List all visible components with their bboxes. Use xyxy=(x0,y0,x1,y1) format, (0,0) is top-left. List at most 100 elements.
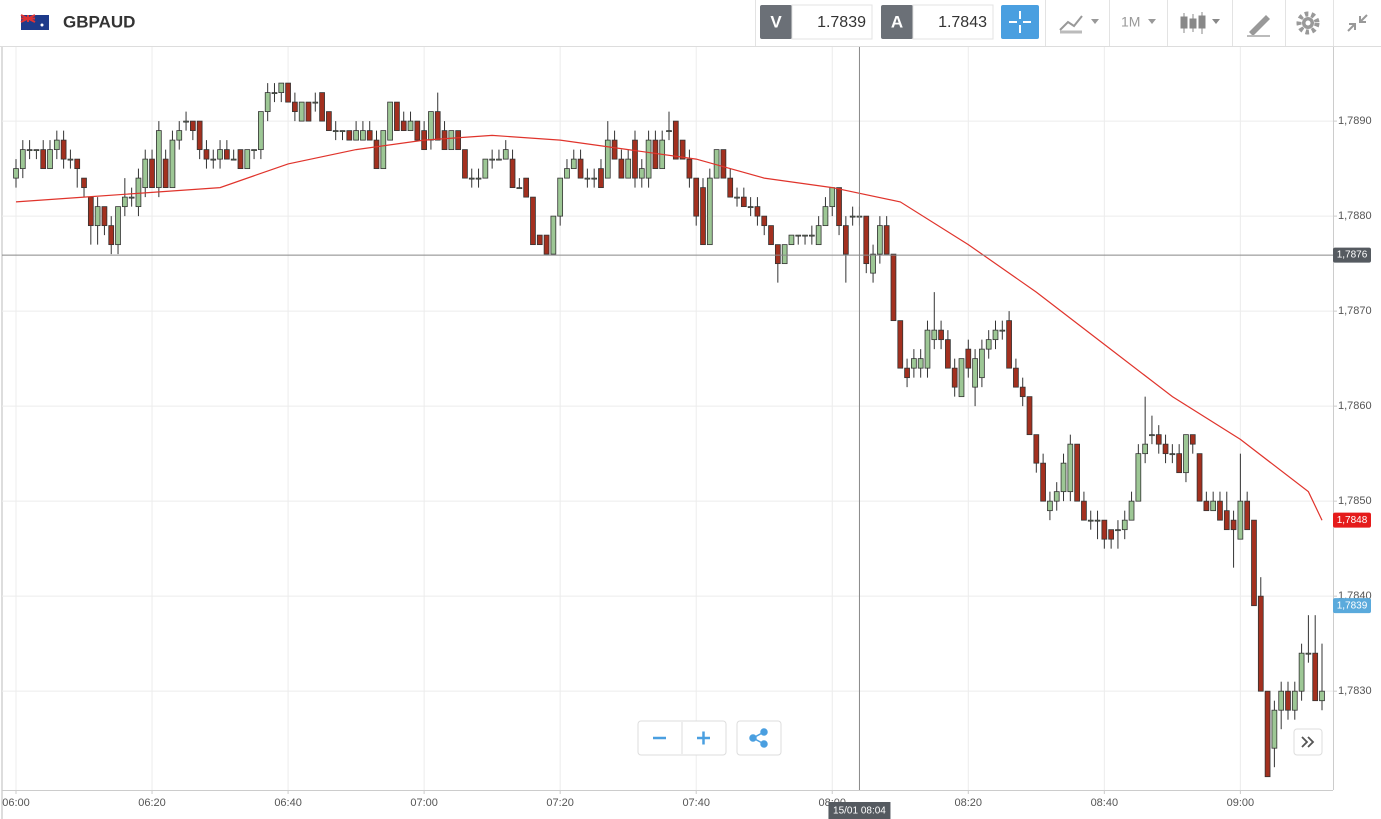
candle-body xyxy=(1115,529,1121,532)
candle-body xyxy=(1285,690,1291,711)
candle-body xyxy=(1101,519,1108,540)
x-tick-label: 07:20 xyxy=(546,797,574,809)
candle-body xyxy=(761,215,768,227)
y-tick-label: 1,7870 xyxy=(1338,305,1372,317)
candle-body xyxy=(509,158,516,189)
candle-body xyxy=(645,139,652,179)
candle-body xyxy=(849,215,856,218)
crosshair-time-tag xyxy=(828,802,891,819)
candle-body xyxy=(319,92,325,122)
candle-body xyxy=(768,225,774,246)
crosshair-time-label: 15/01 08:04 xyxy=(833,806,886,817)
candle-body xyxy=(169,139,176,189)
candle-body xyxy=(115,206,121,246)
candle-body xyxy=(353,130,359,141)
candle-body xyxy=(387,101,393,141)
candle-body xyxy=(836,187,842,227)
candle-body xyxy=(101,206,108,227)
candle-body xyxy=(536,234,543,246)
candle-body xyxy=(625,158,632,179)
zoom-in-button[interactable] xyxy=(697,731,710,745)
draw-button[interactable] xyxy=(1247,15,1270,37)
price-tag-label: 1,7876 xyxy=(1337,250,1368,261)
candle-body xyxy=(298,101,305,122)
dropdown-arrow xyxy=(1148,19,1156,24)
candle-body xyxy=(1264,690,1271,778)
candle-body xyxy=(1176,453,1183,474)
candle-body xyxy=(917,358,924,369)
candle-body xyxy=(332,130,339,133)
candle-body xyxy=(1026,396,1033,436)
candle-body xyxy=(638,168,645,179)
x-tick-label: 07:00 xyxy=(410,797,438,809)
candle-body xyxy=(958,358,965,398)
candle-body xyxy=(47,149,53,170)
candle-body xyxy=(224,149,230,160)
candle-body xyxy=(1271,709,1278,749)
candle-body xyxy=(720,149,727,179)
candle-body xyxy=(1230,519,1237,531)
candle-body xyxy=(951,367,958,388)
candle-body xyxy=(808,234,815,237)
candle-body xyxy=(366,130,373,141)
candle-body xyxy=(33,149,40,152)
candle-body xyxy=(999,329,1006,332)
zoom-controls xyxy=(637,720,1323,756)
candle-body xyxy=(305,101,312,122)
candle-body xyxy=(380,130,387,170)
collapse-button[interactable] xyxy=(1347,14,1368,32)
candle-body xyxy=(400,120,407,132)
crosshair-button[interactable] xyxy=(1001,5,1039,39)
candle-body xyxy=(965,348,972,369)
candle-body xyxy=(1244,500,1251,531)
candle-body xyxy=(1135,453,1142,502)
scroll-end-button[interactable] xyxy=(1301,736,1315,748)
candle-body xyxy=(285,82,291,103)
candle-body xyxy=(489,158,495,161)
chart-type-button[interactable] xyxy=(1059,15,1099,34)
price-tag-label: 1,7839 xyxy=(1337,600,1368,611)
x-tick-label: 08:40 xyxy=(1091,797,1119,809)
candle-body xyxy=(67,158,74,161)
candle-body xyxy=(598,168,604,189)
candle-body xyxy=(863,215,870,265)
x-tick-label: 06:00 xyxy=(2,797,30,809)
candle-body xyxy=(979,348,985,379)
candle-body xyxy=(604,139,611,179)
bid-button[interactable] xyxy=(760,5,792,39)
candle-body xyxy=(904,367,910,379)
candle-body xyxy=(217,149,223,160)
candle-body xyxy=(1067,443,1074,493)
candle-body xyxy=(278,82,285,94)
candle-body xyxy=(210,158,217,161)
candle-body xyxy=(1053,491,1060,502)
candle-body xyxy=(795,234,802,237)
candle-body xyxy=(584,177,591,180)
candle-body xyxy=(1108,529,1114,540)
settings-button[interactable] xyxy=(1296,11,1320,35)
share-button[interactable] xyxy=(749,728,768,748)
candle-style-button[interactable] xyxy=(1180,12,1220,34)
candle-body xyxy=(135,177,142,208)
candle-body xyxy=(502,149,509,160)
candle-body xyxy=(911,358,917,369)
timeframe-button[interactable]: 1M xyxy=(1121,14,1140,30)
y-tick-label: 1,7830 xyxy=(1338,685,1372,697)
candle-body xyxy=(672,120,679,160)
candle-body xyxy=(1183,434,1189,474)
candle-body xyxy=(727,177,734,198)
plot xyxy=(2,47,1333,790)
candle-body xyxy=(475,177,482,180)
ask-button[interactable] xyxy=(881,5,913,39)
candle-body xyxy=(897,320,904,369)
y-tick-label: 1,7880 xyxy=(1338,210,1372,222)
candle-body xyxy=(530,196,536,246)
candle-body xyxy=(1257,595,1264,692)
candle-body xyxy=(1128,500,1135,521)
candle-body xyxy=(1142,443,1148,455)
ask-box xyxy=(912,4,994,40)
candle-body xyxy=(155,130,162,189)
candle-body xyxy=(121,196,128,208)
candle-body xyxy=(938,329,944,341)
candle-body xyxy=(203,149,210,160)
